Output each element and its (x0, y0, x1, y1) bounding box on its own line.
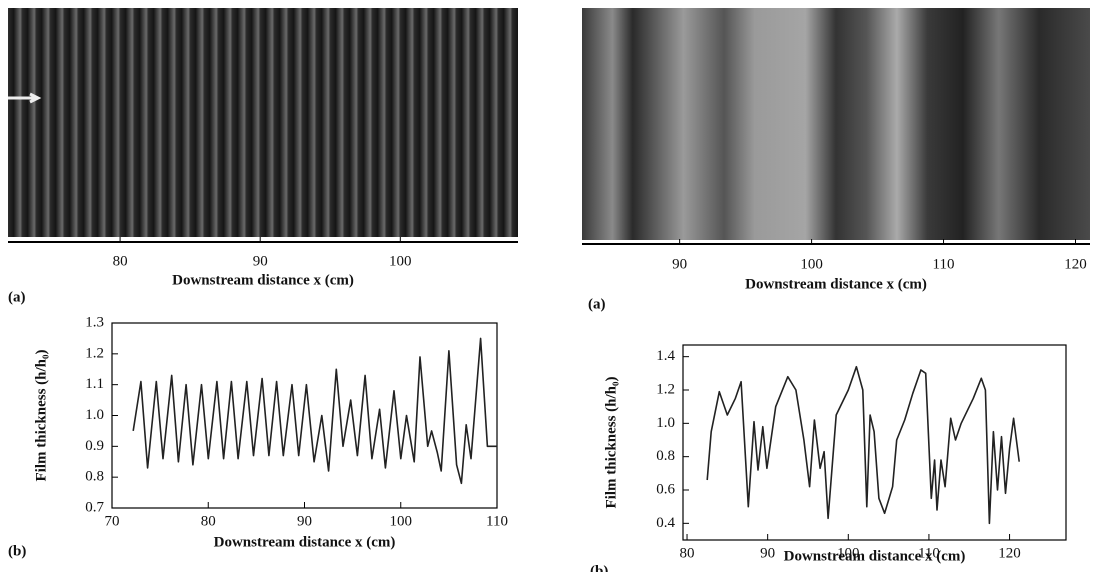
x-tick-label: 100 (389, 253, 412, 269)
plot-frame (682, 344, 1067, 541)
y-tick-label: 0.7 (85, 499, 104, 515)
x-tick-label: 80 (201, 513, 216, 529)
y-tick-label: 1.1 (85, 376, 104, 392)
thickness-line (132, 337, 497, 485)
x-tick-label: 100 (390, 513, 413, 529)
x-tick-label: 100 (800, 256, 823, 272)
y-tick-label: 1.3 (85, 314, 104, 330)
y-tick-label: 0.8 (85, 469, 104, 485)
x-tick-label: 110 (933, 256, 955, 272)
x-tick-label: 90 (253, 253, 268, 269)
y-tick-label: 1.0 (656, 415, 675, 431)
x-axis-label: Downstream distance x (cm) (745, 276, 927, 292)
arrow (8, 92, 42, 104)
plot-frame (111, 322, 498, 509)
x-tick-label: 80 (113, 253, 128, 269)
x-tick-label: 120 (998, 545, 1021, 561)
y-tick-label: 0.9 (85, 438, 104, 454)
y-tick-label: 1.2 (656, 381, 675, 397)
x-tick-label: 80 (680, 545, 695, 561)
panel-label: (a) (588, 296, 606, 312)
x-axis-label: Downstream distance x (cm) (784, 548, 966, 564)
x-tick-label: 70 (105, 513, 120, 529)
x-tick-label: 90 (297, 513, 312, 529)
y-axis-label: Film thickness (h/h₀) (33, 349, 49, 481)
y-tick-label: 1.4 (656, 348, 675, 364)
flow-photo (582, 8, 1090, 240)
y-tick-label: 1.2 (85, 345, 104, 361)
panel-label: (a) (8, 289, 26, 305)
x-tick-label: 120 (1064, 256, 1087, 272)
thickness-line (706, 365, 1020, 525)
panel-label: (b) (590, 563, 608, 572)
y-axis-label: Film thickness (h/h₀) (603, 376, 619, 508)
y-tick-label: 1.0 (85, 407, 104, 423)
x-tick-label: 110 (918, 545, 940, 561)
y-tick-label: 0.8 (656, 448, 675, 464)
y-tick-label: 0.6 (656, 481, 675, 497)
y-tick-label: 0.4 (656, 515, 675, 531)
x-tick-label: 90 (672, 256, 687, 272)
x-tick-label: 90 (760, 545, 775, 561)
panel-label: (b) (8, 543, 26, 559)
x-tick-label: 110 (486, 513, 508, 529)
x-axis-label: Downstream distance x (cm) (172, 272, 354, 288)
x-axis-label: Downstream distance x (cm) (214, 534, 396, 550)
flow-photo (8, 8, 518, 237)
x-tick-label: 100 (837, 545, 860, 561)
